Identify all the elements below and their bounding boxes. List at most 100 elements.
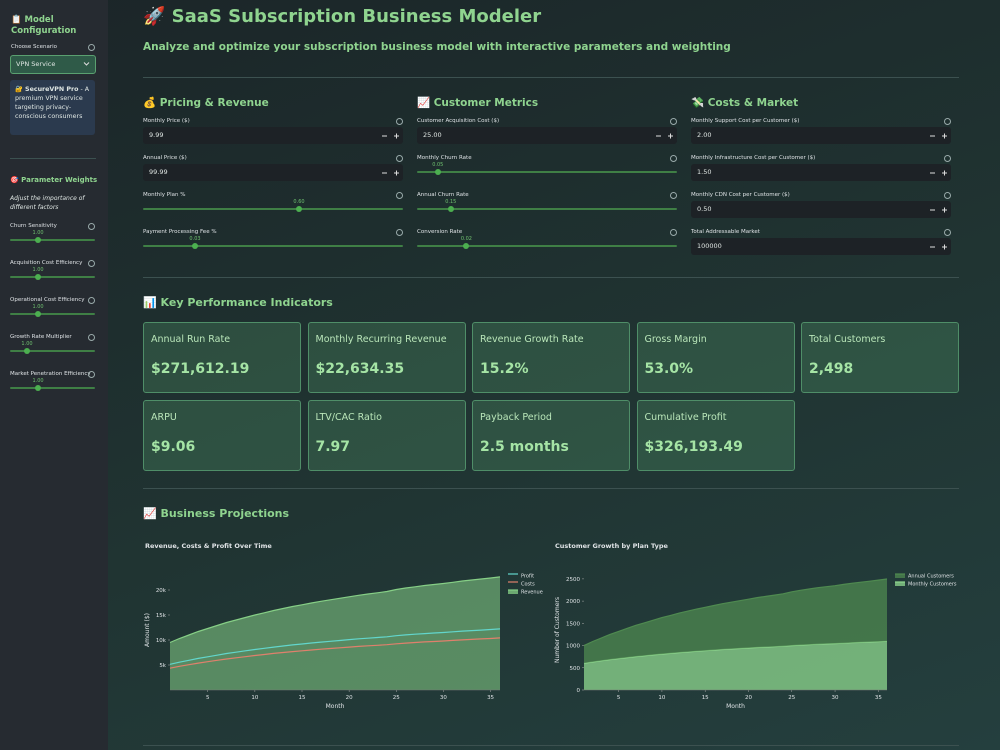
slider-track[interactable] — [10, 387, 95, 389]
slider-thumb[interactable] — [447, 206, 454, 212]
slider-track[interactable] — [10, 350, 95, 352]
step-button[interactable] — [929, 206, 937, 214]
weights-subtitle: Adjust the importance of different facto… — [10, 195, 85, 211]
step-button[interactable] — [941, 206, 949, 214]
x-tick-label: 30 — [832, 695, 839, 701]
step-button[interactable] — [655, 132, 663, 140]
step-button[interactable] — [929, 132, 937, 140]
slider-track[interactable] — [10, 239, 95, 241]
help-icon[interactable] — [670, 229, 677, 236]
number-input[interactable]: 1.50 — [691, 164, 951, 181]
step-button[interactable] — [381, 132, 389, 140]
slider-label: Churn Sensitivity — [10, 223, 57, 229]
step-button[interactable] — [381, 169, 389, 177]
number-input[interactable]: 2.00 — [691, 127, 951, 144]
number-input[interactable]: 100000 — [691, 238, 951, 255]
kpi-value: 2,498 — [809, 361, 854, 377]
input-value: 25.00 — [423, 131, 442, 139]
number-input[interactable]: 9.99 — [143, 127, 403, 144]
kpi-card: Cumulative Profit $326,193.49 — [636, 400, 795, 471]
help-icon[interactable] — [88, 297, 95, 304]
slider-track[interactable] — [417, 208, 677, 210]
x-tick-label: 20 — [745, 695, 752, 701]
slider-track[interactable] — [143, 245, 403, 247]
help-icon[interactable] — [88, 44, 95, 51]
scenario-select[interactable]: VPN Service — [10, 55, 96, 74]
step-button[interactable] — [393, 132, 401, 140]
help-icon[interactable] — [396, 192, 403, 199]
number-input[interactable]: 99.99 — [143, 164, 403, 181]
kpi-label: LTV/CAC Ratio — [315, 412, 383, 423]
help-icon[interactable] — [88, 223, 95, 230]
slider-track[interactable] — [10, 313, 95, 315]
slider-thumb[interactable] — [35, 311, 42, 317]
slider-label: Annual Churn Rate — [417, 192, 469, 198]
help-icon[interactable] — [944, 229, 951, 236]
step-button[interactable] — [929, 243, 937, 251]
separator — [10, 158, 96, 159]
slider-thumb[interactable] — [434, 169, 441, 175]
step-button[interactable] — [941, 169, 949, 177]
help-icon[interactable] — [944, 118, 951, 125]
y-tick-label: 10k — [156, 638, 167, 644]
kpi-label: Revenue Growth Rate — [480, 334, 584, 345]
kpi-title: 📊 Key Performance Indicators — [143, 296, 333, 309]
x-tick-label: 5 — [206, 695, 210, 701]
slider-value: 1.00 — [32, 378, 44, 384]
input-label: Total Addressable Market — [691, 229, 760, 235]
x-tick-label: 30 — [440, 695, 447, 701]
scenario-label: Choose Scenario — [11, 44, 57, 50]
legend-label: Revenue — [521, 590, 543, 596]
line — [169, 576, 501, 644]
slider-thumb[interactable] — [35, 274, 42, 280]
x-tick-label: 35 — [487, 695, 494, 701]
x-tick-label: 35 — [875, 695, 882, 701]
help-icon[interactable] — [396, 155, 403, 162]
step-button[interactable] — [941, 132, 949, 140]
area — [170, 576, 500, 690]
slider-label: Growth Rate Multiplier — [10, 334, 72, 340]
kpi-card: ARPU $9.06 — [143, 400, 301, 471]
legend-label: Annual Customers — [908, 574, 954, 580]
slider-track[interactable] — [417, 245, 677, 247]
slider-thumb[interactable] — [192, 243, 198, 249]
input-label: Monthly Infrastructure Cost per Customer… — [691, 155, 816, 161]
legend-swatch — [508, 590, 518, 594]
help-icon[interactable] — [396, 229, 403, 236]
help-icon[interactable] — [944, 155, 951, 162]
slider-label: Payment Processing Fee % — [143, 229, 217, 235]
help-icon[interactable] — [88, 334, 95, 341]
step-button[interactable] — [941, 243, 949, 251]
number-input[interactable]: 25.00 — [417, 127, 677, 144]
slider-track[interactable] — [10, 276, 95, 278]
slider-track[interactable] — [143, 208, 403, 210]
help-icon[interactable] — [88, 371, 95, 378]
slider-label: Conversion Rate — [417, 229, 463, 235]
input-label: Monthly CDN Cost per Customer ($) — [691, 192, 790, 198]
kpi-value: $22,634.35 — [315, 361, 405, 377]
help-icon[interactable] — [670, 118, 677, 125]
slider-thumb[interactable] — [35, 385, 42, 391]
slider-thumb[interactable] — [463, 243, 470, 249]
sidebar: 📋 Model Configuration Choose Scenario VP… — [0, 0, 108, 750]
number-input[interactable]: 0.50 — [691, 201, 951, 218]
slider-thumb[interactable] — [296, 206, 302, 212]
help-icon[interactable] — [944, 192, 951, 199]
input-label: Annual Price ($) — [143, 155, 187, 161]
input-label: Monthly Support Cost per Customer ($) — [691, 118, 800, 124]
help-icon[interactable] — [88, 260, 95, 267]
help-icon[interactable] — [670, 192, 677, 199]
step-button[interactable] — [393, 169, 401, 177]
kpi-card: Annual Run Rate $271,612.19 — [143, 322, 301, 393]
help-icon[interactable] — [670, 155, 677, 162]
slider-thumb[interactable] — [35, 237, 42, 243]
page-subtitle: Analyze and optimize your subscription b… — [143, 41, 731, 53]
y-axis-label: Amount ($) — [144, 613, 151, 647]
step-button[interactable] — [929, 169, 937, 177]
slider-track[interactable] — [417, 171, 677, 173]
kpi-value: 2.5 months — [480, 439, 569, 455]
step-button[interactable] — [667, 132, 675, 140]
help-icon[interactable] — [396, 118, 403, 125]
slider-thumb[interactable] — [24, 348, 30, 354]
